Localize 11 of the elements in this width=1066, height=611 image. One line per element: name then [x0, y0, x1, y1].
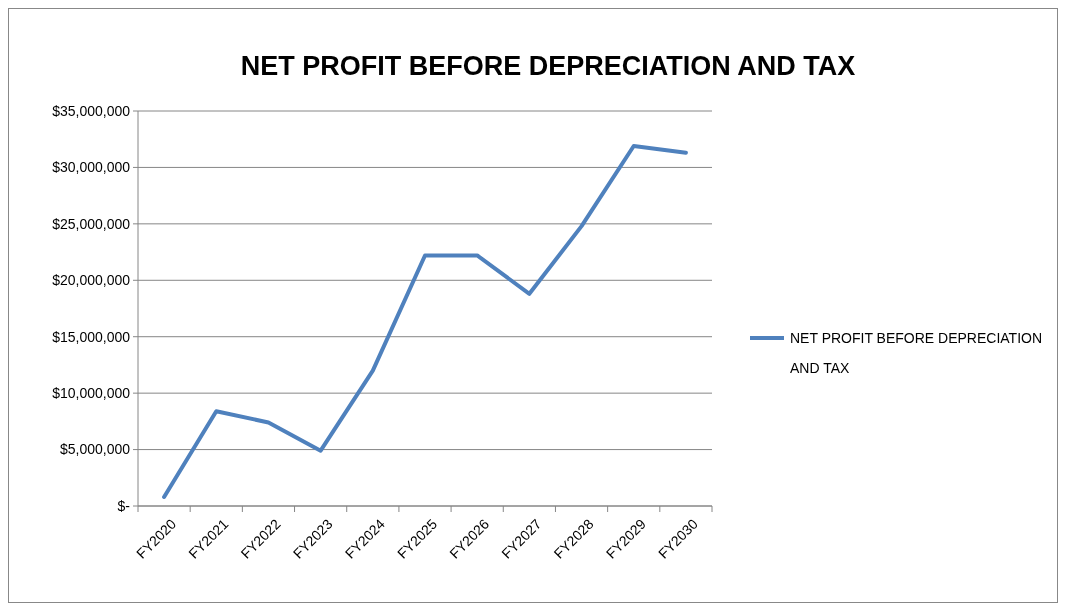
y-tick-label: $10,000,000 — [52, 385, 131, 402]
legend-label: NET PROFIT BEFORE DEPRECIATION AND TAX — [790, 329, 1043, 376]
y-tick-label: $15,000,000 — [52, 328, 131, 345]
y-tick-label: $5,000,000 — [59, 441, 131, 458]
chart-title: NET PROFIT BEFORE DEPRECIATION AND TAX — [240, 51, 856, 81]
y-tick-label: $35,000,000 — [52, 102, 131, 119]
y-tick-label: $- — [117, 497, 131, 514]
line-series — [162, 143, 688, 499]
y-tick-label: $25,000,000 — [52, 215, 131, 232]
y-tick-label: $20,000,000 — [52, 272, 131, 289]
y-tick-label: $30,000,000 — [52, 159, 131, 176]
